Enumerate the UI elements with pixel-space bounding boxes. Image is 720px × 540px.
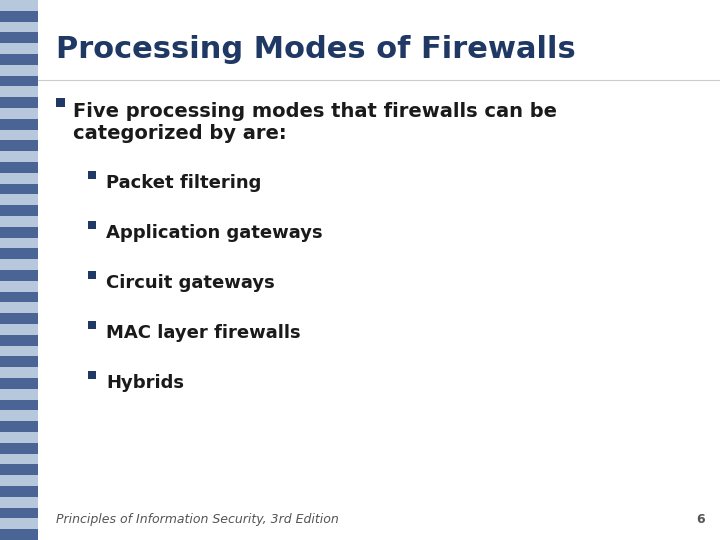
Bar <box>88 371 96 379</box>
Bar <box>0 443 38 454</box>
Bar <box>0 400 38 410</box>
Text: Five processing modes that firewalls can be: Five processing modes that firewalls can… <box>73 102 557 121</box>
Bar <box>0 454 38 464</box>
Bar <box>0 43 38 54</box>
Bar <box>0 475 38 486</box>
Bar <box>0 421 38 432</box>
Bar <box>0 119 38 130</box>
Bar <box>0 11 38 22</box>
Bar <box>0 313 38 324</box>
Bar <box>0 0 38 11</box>
Text: Circuit gateways: Circuit gateways <box>106 274 275 292</box>
Bar <box>0 151 38 162</box>
Bar <box>0 497 38 508</box>
Bar <box>0 173 38 184</box>
Bar <box>0 22 38 32</box>
Text: categorized by are:: categorized by are: <box>73 124 287 143</box>
Bar <box>0 508 38 518</box>
Bar <box>0 356 38 367</box>
Bar <box>0 86 38 97</box>
Bar <box>0 518 38 529</box>
Bar <box>0 108 38 119</box>
Bar <box>88 321 96 329</box>
Bar <box>0 97 38 108</box>
Bar <box>0 486 38 497</box>
Bar <box>0 281 38 292</box>
Bar <box>0 302 38 313</box>
Bar <box>0 162 38 173</box>
Bar <box>0 270 38 281</box>
Bar <box>0 184 38 194</box>
Bar <box>0 54 38 65</box>
Text: 6: 6 <box>696 513 705 526</box>
Text: MAC layer firewalls: MAC layer firewalls <box>106 324 301 342</box>
Bar <box>0 216 38 227</box>
Bar <box>56 98 65 107</box>
Bar <box>0 227 38 238</box>
Bar <box>0 65 38 76</box>
Bar <box>88 221 96 229</box>
Bar <box>0 389 38 400</box>
Text: Application gateways: Application gateways <box>106 224 323 242</box>
Bar <box>0 292 38 302</box>
Bar <box>88 271 96 279</box>
Bar <box>0 529 38 540</box>
Bar <box>88 171 96 179</box>
Bar <box>0 32 38 43</box>
Bar <box>0 259 38 270</box>
Text: Packet filtering: Packet filtering <box>106 174 261 192</box>
Bar <box>0 238 38 248</box>
Bar <box>0 432 38 443</box>
Text: Hybrids: Hybrids <box>106 374 184 392</box>
Text: Principles of Information Security, 3rd Edition: Principles of Information Security, 3rd … <box>56 513 338 526</box>
Bar <box>0 140 38 151</box>
Bar <box>0 346 38 356</box>
Bar <box>0 335 38 346</box>
Bar <box>0 367 38 378</box>
Bar <box>0 205 38 216</box>
Bar <box>0 194 38 205</box>
Text: Processing Modes of Firewalls: Processing Modes of Firewalls <box>56 35 576 64</box>
Bar <box>0 324 38 335</box>
Bar <box>0 464 38 475</box>
Bar <box>0 410 38 421</box>
Bar <box>0 378 38 389</box>
Bar <box>0 248 38 259</box>
Bar <box>0 76 38 86</box>
Bar <box>0 130 38 140</box>
